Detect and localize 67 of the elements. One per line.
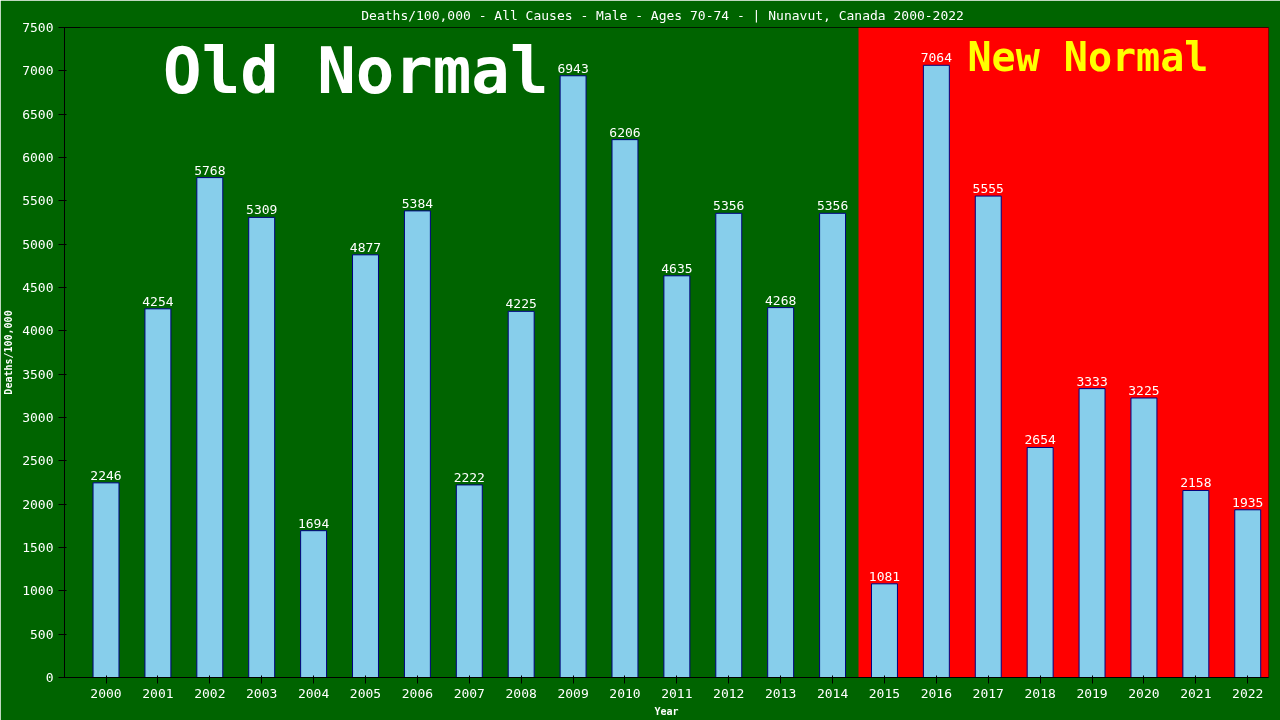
data-label: 2158 — [1180, 475, 1212, 491]
y-tick-label: 1500 — [22, 540, 54, 555]
data-label: 1694 — [297, 515, 330, 531]
x-tick-label: 2005 — [349, 685, 382, 701]
x-tick-label: 2020 — [1128, 685, 1160, 701]
x-axis-title: Year — [654, 705, 679, 717]
data-label: 2246 — [90, 467, 122, 483]
y-tick-label: 2000 — [22, 496, 54, 512]
x-tick-label: 2001 — [142, 685, 174, 701]
data-label: 5768 — [194, 162, 226, 178]
data-label: 5555 — [972, 181, 1004, 197]
x-tick-label: 2003 — [246, 685, 278, 701]
y-tick-label: 7000 — [22, 63, 54, 79]
y-tick-label: 3500 — [22, 366, 54, 382]
y-tick-label: 1000 — [22, 583, 54, 599]
y-tick-label: 0 — [45, 670, 54, 685]
y-tick-label: 5500 — [22, 193, 54, 209]
x-tick-label: 2000 — [90, 685, 122, 701]
data-label: 6943 — [557, 60, 589, 76]
y-tick-label: 3000 — [22, 410, 54, 425]
data-label: 5356 — [713, 198, 745, 214]
y-tick-label: 6500 — [22, 106, 54, 122]
data-label: 5384 — [401, 195, 434, 211]
y-tick-label: 4500 — [22, 280, 54, 295]
y-tick-label: 500 — [30, 626, 54, 642]
x-tick-label: 2018 — [1024, 685, 1056, 701]
x-tick-label: 2021 — [1180, 685, 1212, 701]
x-tick-label: 2010 — [609, 685, 641, 701]
y-tick-label: 2500 — [22, 453, 54, 469]
x-tick-label: 2017 — [972, 685, 1004, 701]
data-label: 4225 — [505, 296, 537, 312]
x-tick-label: 2002 — [194, 685, 226, 701]
x-tick-label: 2013 — [765, 685, 797, 701]
data-label: 3333 — [1076, 373, 1108, 389]
band-label: New Normal — [967, 34, 1209, 80]
data-label: 5356 — [816, 198, 849, 214]
data-label: 3225 — [1128, 383, 1160, 398]
data-label: 7064 — [920, 50, 953, 66]
y-tick-label: 4000 — [22, 323, 54, 339]
x-tick-label: 2014 — [816, 685, 849, 701]
x-tick-label: 2012 — [713, 685, 745, 701]
x-tick-label: 2008 — [505, 685, 537, 701]
x-tick-label: 2022 — [1232, 685, 1264, 701]
x-tick-label: 2007 — [453, 685, 485, 701]
chart-title: Deaths/100,000 - All Causes - Male - Ages 70-74 - | Nunavut, Canada 2000-2022 — [361, 7, 964, 23]
data-label: 4254 — [142, 293, 174, 309]
data-label: 1081 — [868, 568, 901, 584]
data-label: 1935 — [1232, 494, 1264, 510]
band-label: Old Normal — [163, 34, 549, 108]
data-label: 5309 — [246, 202, 278, 218]
x-tick-label: 2006 — [401, 685, 434, 701]
data-label: 4877 — [349, 239, 382, 255]
x-tick-label: 2004 — [297, 685, 330, 701]
data-label: 4635 — [661, 260, 693, 276]
x-tick-label: 2019 — [1076, 685, 1108, 701]
data-label: 4268 — [765, 292, 797, 308]
x-tick-label: 2009 — [557, 685, 589, 701]
data-label: 2654 — [1024, 432, 1056, 448]
x-tick-label: 2016 — [920, 685, 953, 701]
x-tick-label: 2011 — [661, 685, 693, 701]
data-label: 2222 — [453, 469, 485, 485]
y-axis-title: Deaths/100,000 — [3, 310, 15, 395]
data-label: 6206 — [609, 124, 641, 140]
y-tick-label: 7500 — [22, 20, 54, 35]
x-tick-label: 2015 — [868, 685, 901, 701]
y-tick-label: 5000 — [22, 236, 54, 252]
y-tick-label: 6000 — [22, 150, 54, 165]
